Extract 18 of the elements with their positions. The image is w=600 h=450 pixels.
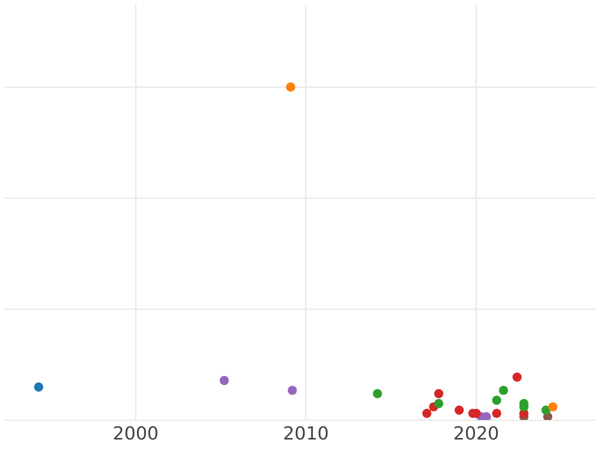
point (492, 396, 502, 405)
point (372, 389, 382, 398)
point (422, 408, 432, 418)
point (492, 408, 502, 418)
point (434, 398, 444, 408)
point (454, 406, 464, 415)
point (220, 376, 229, 386)
point (286, 82, 296, 92)
point (541, 406, 551, 415)
point (34, 382, 44, 392)
point (512, 372, 522, 382)
point (498, 386, 508, 395)
point (288, 386, 297, 395)
x-tick-label: 2000 (112, 424, 159, 445)
point (548, 402, 558, 412)
point (434, 389, 444, 398)
x-tick-label: 2010 (283, 424, 329, 445)
x-tick-label: 2020 (453, 424, 500, 445)
